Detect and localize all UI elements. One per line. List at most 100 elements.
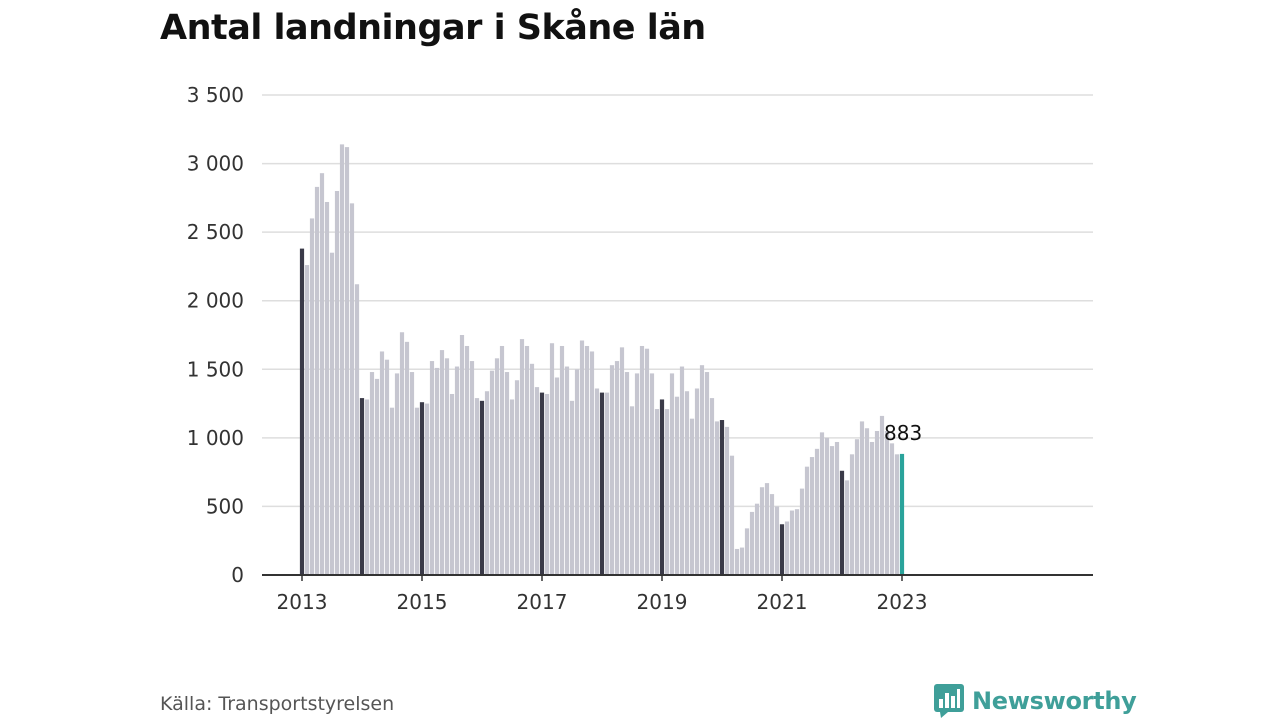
bar — [399, 332, 405, 575]
bar — [774, 506, 780, 575]
bar — [824, 437, 830, 575]
bar — [589, 351, 595, 575]
bar — [509, 399, 515, 575]
bar — [499, 345, 505, 575]
bar — [564, 366, 570, 575]
bar — [539, 392, 545, 575]
bar — [519, 339, 525, 575]
bar — [344, 147, 350, 576]
x-tick-label: 2023 — [877, 590, 928, 614]
bar — [594, 388, 600, 575]
bar — [329, 252, 335, 575]
bar — [464, 345, 470, 575]
bar — [474, 398, 480, 575]
bar — [754, 503, 760, 575]
bar — [809, 457, 815, 575]
bar — [719, 420, 725, 575]
bar — [349, 203, 355, 575]
bar — [769, 494, 775, 575]
brand-logo: Newsworthy — [934, 684, 1137, 718]
bar — [844, 480, 850, 575]
bar — [629, 406, 635, 575]
bar — [479, 400, 485, 575]
bar — [384, 359, 390, 575]
y-tick-label: 1 500 — [187, 357, 244, 381]
bar — [324, 201, 330, 575]
bar — [449, 393, 455, 575]
bar — [624, 372, 630, 575]
bar — [709, 398, 715, 575]
bar — [864, 428, 870, 575]
bar — [734, 548, 740, 575]
bar — [529, 363, 535, 575]
bar — [869, 441, 875, 575]
bar — [339, 144, 345, 575]
bar — [354, 284, 360, 575]
bar — [659, 399, 665, 575]
bar — [389, 407, 395, 575]
bar — [489, 370, 495, 575]
bar — [749, 511, 755, 575]
bar — [569, 400, 575, 575]
y-tick-label: 0 — [231, 563, 244, 587]
bar — [454, 366, 460, 575]
y-axis-ticks: 0 500 1 000 1 500 2 000 2 500 3 000 3 500 — [187, 83, 244, 587]
y-tick-label: 3 000 — [187, 152, 244, 176]
x-tick-label: 2021 — [757, 590, 808, 614]
bar — [414, 407, 420, 575]
bar — [739, 547, 745, 575]
bar — [784, 521, 790, 575]
bar — [484, 391, 490, 575]
bar — [554, 377, 560, 575]
source-note: Källa: Transportstyrelsen — [160, 693, 395, 715]
y-tick-label: 500 — [206, 494, 244, 518]
bar — [309, 218, 315, 575]
bar — [579, 340, 585, 575]
bar — [729, 455, 735, 575]
bar — [469, 361, 475, 575]
bar — [884, 431, 890, 575]
bar — [409, 372, 415, 575]
bar — [759, 487, 765, 575]
bar — [704, 372, 710, 575]
bar — [744, 528, 750, 575]
bar — [694, 388, 700, 575]
bar — [849, 454, 855, 575]
bar — [854, 439, 860, 575]
chart-title: Antal landningar i Skåne län — [160, 8, 706, 48]
bar — [689, 418, 695, 575]
bar — [859, 421, 865, 575]
bar — [424, 403, 430, 575]
x-tick-label: 2013 — [277, 590, 328, 614]
bar — [874, 431, 880, 575]
y-tick-label: 3 500 — [187, 83, 244, 107]
bar — [889, 443, 895, 575]
bar — [364, 399, 370, 575]
bar — [724, 426, 730, 575]
bar — [404, 341, 410, 575]
bar — [459, 335, 465, 575]
bar — [444, 358, 450, 575]
x-tick-label: 2019 — [637, 590, 688, 614]
data-labels: 883 — [884, 421, 922, 445]
bar — [839, 470, 845, 575]
bar — [299, 248, 305, 575]
bar — [544, 393, 550, 575]
bar — [599, 392, 605, 575]
bar — [319, 173, 325, 576]
bar — [684, 391, 690, 575]
bar — [304, 265, 310, 575]
x-tick-label: 2017 — [517, 590, 568, 614]
data-label: 883 — [884, 421, 922, 445]
bar — [639, 345, 645, 575]
x-tick-label: 2015 — [397, 590, 448, 614]
bar — [819, 432, 825, 575]
brand-name: Newsworthy — [972, 687, 1137, 715]
bar — [669, 373, 675, 575]
bar — [379, 351, 385, 575]
bar — [314, 186, 320, 575]
y-tick-label: 1 000 — [187, 426, 244, 450]
bar — [514, 380, 520, 575]
bar — [674, 396, 680, 575]
